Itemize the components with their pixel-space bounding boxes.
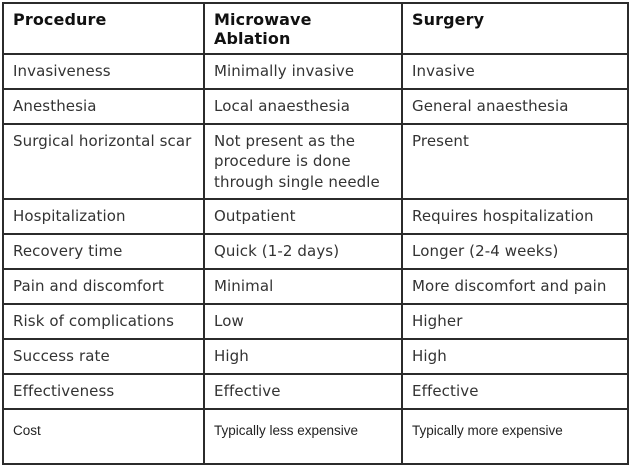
- table-row: Success rate High High: [2, 338, 629, 375]
- cell-mwa: Not present as the procedure is done thr…: [203, 123, 403, 200]
- cell-mwa: Quick (1-2 days): [203, 233, 403, 270]
- cell-feature: Pain and discomfort: [2, 268, 205, 305]
- column-header-surgery: Surgery: [401, 2, 629, 55]
- table-row: Invasiveness Minimally invasive Invasive: [2, 53, 629, 90]
- table-row: Recovery time Quick (1-2 days) Longer (2-4…: [2, 233, 629, 270]
- header-row: Procedure Microwave Ablation Surgery: [2, 2, 629, 55]
- table-row: Hospitalization Outpatient Requires hospit…: [2, 198, 629, 235]
- column-header-microwave-ablation: Microwave Ablation: [203, 2, 403, 55]
- cell-mwa: Local anaesthesia: [203, 88, 403, 125]
- cell-feature: Cost: [2, 408, 205, 465]
- cell-feature: Effectiveness: [2, 373, 205, 410]
- cell-surgery: Longer (2-4 weeks): [401, 233, 629, 270]
- cell-feature: Recovery time: [2, 233, 205, 270]
- cell-mwa: Low: [203, 303, 403, 340]
- cell-feature: Risk of complications: [2, 303, 205, 340]
- table-row: Surgical horizontal scar Not present as t…: [2, 123, 629, 200]
- cell-surgery: Typically more expensive: [401, 408, 629, 465]
- cell-surgery: More discomfort and pain: [401, 268, 629, 305]
- cell-mwa: Minimal: [203, 268, 403, 305]
- cell-mwa: Outpatient: [203, 198, 403, 235]
- cell-mwa: Typically less expensive: [203, 408, 403, 465]
- column-header-procedure: Procedure: [2, 2, 205, 55]
- cell-mwa: Minimally invasive: [203, 53, 403, 90]
- cell-feature: Surgical horizontal scar: [2, 123, 205, 200]
- cell-feature: Anesthesia: [2, 88, 205, 125]
- table-row: Cost Typically less expensive Typically mo…: [2, 408, 629, 465]
- cell-surgery: Effective: [401, 373, 629, 410]
- cell-surgery: High: [401, 338, 629, 375]
- cell-feature: Invasiveness: [2, 53, 205, 90]
- table-row: Anesthesia Local anaesthesia General anaes…: [2, 88, 629, 125]
- cell-surgery: General anaesthesia: [401, 88, 629, 125]
- table-row: Risk of complications Low Higher: [2, 303, 629, 340]
- cell-surgery: Invasive: [401, 53, 629, 90]
- cell-surgery: Higher: [401, 303, 629, 340]
- cell-surgery: Present: [401, 123, 629, 200]
- table-body: Invasiveness Minimally invasive Invasive An…: [2, 53, 629, 465]
- table-row: Effectiveness Effective Effective: [2, 373, 629, 410]
- table-row: Pain and discomfort Minimal More discomfor…: [2, 268, 629, 305]
- cell-surgery: Requires hospitalization: [401, 198, 629, 235]
- cell-mwa: Effective: [203, 373, 403, 410]
- cell-feature: Success rate: [2, 338, 205, 375]
- cell-mwa: High: [203, 338, 403, 375]
- cell-feature: Hospitalization: [2, 198, 205, 235]
